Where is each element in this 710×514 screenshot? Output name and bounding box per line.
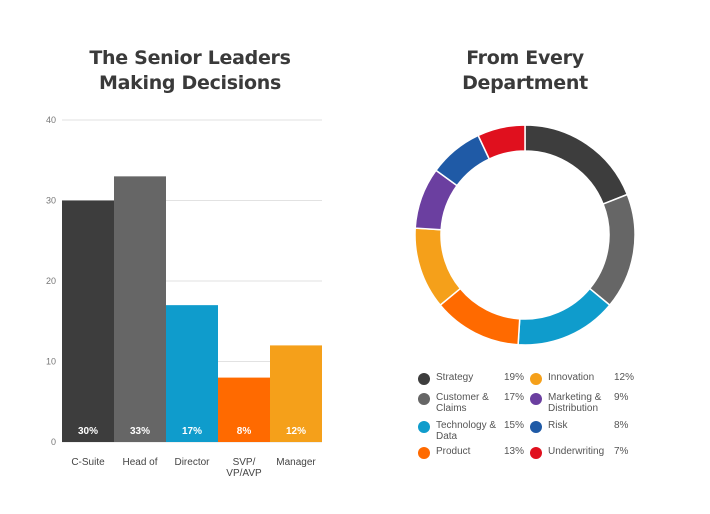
y-tick-label: 40: [46, 115, 56, 125]
donut-chart-title-line1: From Every: [466, 47, 584, 69]
bar-data-label: 12%: [286, 426, 306, 437]
legend-label: Innovation: [548, 372, 595, 383]
legend-label: Strategy: [436, 372, 474, 383]
donut-slice-1: [588, 193, 636, 307]
bar-chart-title-line2: Making Decisions: [99, 72, 281, 94]
x-tick-label: C-Suite: [71, 457, 105, 468]
x-tick-label: Head of: [122, 457, 157, 468]
bar-chart-title: The Senior Leaders Making Decisions: [40, 46, 340, 96]
legend-label: Underwriting: [548, 446, 605, 457]
bar-data-label: 33%: [130, 426, 150, 437]
legend-swatch: [530, 393, 542, 405]
bar-data-label: 30%: [78, 426, 98, 437]
x-tick-label: SVP/VP/AVP: [226, 457, 262, 479]
y-tick-label: 0: [51, 437, 56, 447]
donut-chart-title-line2: Department: [462, 72, 588, 94]
bar-3: [218, 377, 270, 442]
legend-label: Technology & Data: [436, 420, 497, 442]
bar-chart-title-line1: The Senior Leaders: [89, 47, 291, 69]
legend-label: Risk: [548, 420, 568, 431]
legend-value: 8%: [614, 420, 629, 431]
legend-value: 7%: [614, 446, 629, 457]
legend-value: 12%: [614, 372, 635, 383]
bar-4: [270, 345, 322, 442]
legend-value: 17%: [504, 392, 525, 403]
donut-chart-title: From Every Department: [380, 46, 670, 96]
legend-swatch: [418, 393, 430, 405]
x-tick-label: Manager: [276, 457, 316, 468]
donut-slice-4: [414, 227, 462, 307]
legend-value: 15%: [504, 420, 525, 431]
bar-data-label: 17%: [182, 426, 202, 437]
legend-value: 9%: [614, 392, 629, 403]
y-tick-label: 10: [46, 357, 56, 367]
legend-swatch: [418, 373, 430, 385]
bar-0: [62, 200, 114, 442]
donut-slice-2: [517, 287, 611, 346]
donut-slice-0: [524, 124, 629, 206]
y-tick-label: 30: [46, 196, 56, 206]
legend-swatch: [530, 373, 542, 385]
bar-data-label: 8%: [237, 426, 252, 437]
y-tick-label: 20: [46, 276, 56, 286]
donut-slice-3: [439, 287, 521, 346]
legend-swatch: [530, 421, 542, 433]
legend-label: Marketing & Distribution: [548, 392, 602, 414]
bar-1: [114, 176, 166, 442]
bar-2: [166, 305, 218, 442]
legend-swatch: [418, 447, 430, 459]
legend-value: 13%: [504, 446, 525, 457]
legend-label: Customer & Claims: [436, 392, 489, 414]
donut-slice-7: [477, 124, 526, 160]
x-tick-label: Director: [174, 457, 210, 468]
legend-swatch: [418, 421, 430, 433]
legend-swatch: [530, 447, 542, 459]
legend-value: 19%: [504, 372, 525, 383]
legend-label: Product: [436, 446, 471, 457]
